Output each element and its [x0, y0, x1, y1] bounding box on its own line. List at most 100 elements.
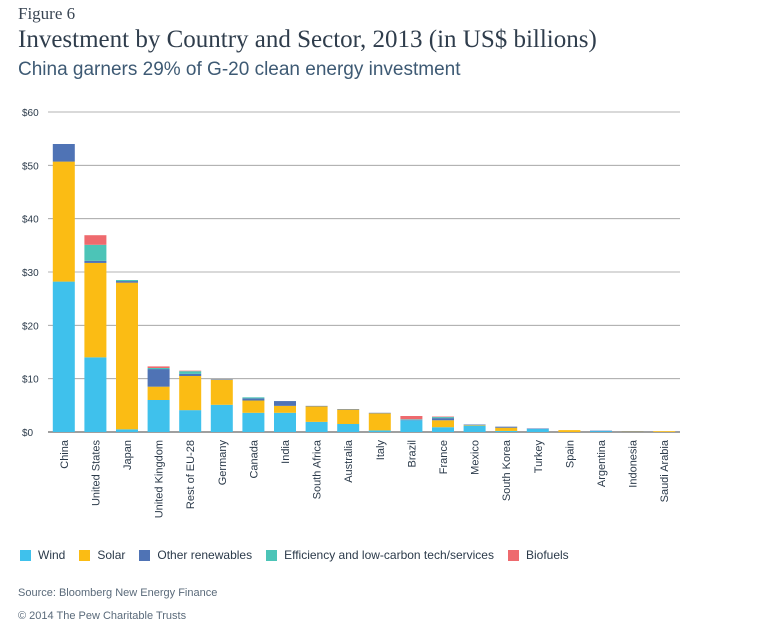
bar-segment	[147, 386, 170, 400]
bar-segment	[432, 416, 454, 418]
x-tick-label: Japan	[122, 440, 134, 470]
x-tick-label: Mexico	[470, 440, 482, 475]
bar-segment	[621, 431, 644, 432]
bar-segment	[84, 260, 107, 263]
x-tick-label: South Korea	[501, 439, 513, 501]
x-tick-label: Australia	[343, 439, 355, 483]
legend-item: Biofuels	[507, 548, 569, 562]
source-note: Source: Bloomberg New Energy Finance	[18, 587, 218, 599]
x-tick-label: Spain	[564, 440, 576, 468]
bar-segment	[210, 404, 233, 432]
bar-segment	[179, 373, 202, 376]
x-tick-label: South Africa	[312, 439, 324, 499]
bar-segment	[147, 400, 170, 432]
bar-segment	[337, 409, 360, 424]
legend-item: Other renewables	[139, 548, 252, 562]
legend-label: Other renewables	[157, 548, 253, 562]
y-tick-label: $50	[22, 161, 39, 172]
bar-segment	[400, 420, 423, 432]
x-tick-label: India	[280, 439, 292, 464]
bar-segment	[84, 235, 107, 245]
y-tick-label: $40	[22, 215, 39, 226]
x-tick-label: Saudi Arabia	[659, 439, 671, 502]
legend-item: Solar	[79, 548, 125, 562]
legend-swatch	[20, 549, 31, 561]
bar-segment	[179, 370, 202, 372]
bar-segment	[147, 369, 170, 387]
stacked-bar-chart: $0 $10 $20 $30 $40 $50 $60 China United States Ja…	[22, 108, 680, 518]
bar-segment	[368, 430, 391, 432]
x-tick-label: Germany	[217, 440, 229, 486]
y-tick-label: $60	[22, 108, 39, 119]
bar-segment	[368, 413, 391, 431]
bar-segment	[274, 405, 296, 413]
bar-segment	[210, 379, 233, 380]
bar-segment	[179, 371, 202, 374]
bar-segment	[52, 161, 75, 282]
bar-segment	[463, 425, 486, 432]
bar-segment	[242, 400, 265, 413]
x-tick-label: China	[59, 439, 71, 469]
legend-swatch	[266, 549, 278, 561]
legend-swatch	[507, 549, 519, 561]
bar-segment	[400, 416, 423, 420]
y-tick-label: $20	[22, 321, 39, 332]
y-tick-label: $30	[22, 268, 39, 279]
chart-legend: Wind Solar Other renewables Efficiency and …	[20, 548, 583, 562]
copyright-note: © 2014 The Pew Charitable Trusts	[18, 610, 187, 622]
bar-segment	[432, 418, 454, 421]
x-tick-label: United Kingdom	[154, 440, 166, 518]
x-tick-label: Canada	[248, 439, 260, 478]
bar-segment	[274, 412, 296, 432]
bar-segment	[116, 281, 138, 283]
bar-segment	[242, 397, 265, 399]
y-tick-label: $0	[22, 428, 34, 439]
bar-segment	[495, 427, 518, 431]
legend-item: Efficiency and low-carbon tech/services	[266, 548, 494, 562]
x-tick-label: Indonesia	[628, 439, 640, 488]
bar-segment	[147, 368, 170, 370]
bar-segment	[242, 412, 265, 432]
bar-segment	[400, 419, 423, 420]
bar-segment	[52, 281, 75, 432]
bar-segment	[526, 428, 549, 432]
legend-label: Biofuels	[525, 548, 569, 562]
bar-segment	[463, 425, 486, 426]
bar-segment	[52, 144, 75, 162]
bar-segment	[84, 262, 107, 358]
bar-segment	[116, 282, 138, 430]
chart-title: Investment by Country and Sector, 2013 (…	[18, 26, 597, 53]
chart-subtitle: China garners 29% of G-20 clean energy i…	[18, 59, 461, 80]
bar-segment	[337, 424, 360, 432]
bar-segment	[179, 410, 202, 432]
bar-segment	[653, 431, 676, 432]
bar-segment	[337, 409, 360, 410]
bar-segment	[432, 427, 454, 432]
x-tick-label: Rest of EU-28	[185, 440, 197, 509]
bar-segment	[590, 430, 612, 432]
legend-swatch	[139, 549, 151, 561]
bar-segment	[116, 429, 138, 432]
bar-segment	[179, 376, 202, 411]
bar-segment	[305, 421, 328, 432]
legend-label: Wind	[38, 548, 66, 562]
bar-segment	[526, 428, 549, 430]
figure-label: Figure 6	[18, 4, 76, 23]
bar-segment	[495, 426, 518, 428]
legend-swatch	[79, 549, 91, 561]
legend-label: Solar	[97, 548, 126, 562]
bar-segment	[558, 430, 581, 432]
y-tick-label: $10	[22, 375, 39, 386]
bar-segment	[463, 424, 486, 426]
bar-segment	[432, 417, 454, 419]
bar-segment	[210, 379, 233, 405]
bar-segment	[621, 431, 644, 432]
bar-segment	[84, 357, 107, 432]
bar-segment	[432, 420, 454, 428]
bar-segment	[590, 430, 612, 432]
x-tick-label: Italy	[375, 440, 387, 461]
x-tick-label: United States	[90, 440, 102, 507]
x-tick-label: France	[438, 440, 450, 474]
bar-segment	[116, 280, 138, 282]
bar-segment	[305, 406, 328, 422]
